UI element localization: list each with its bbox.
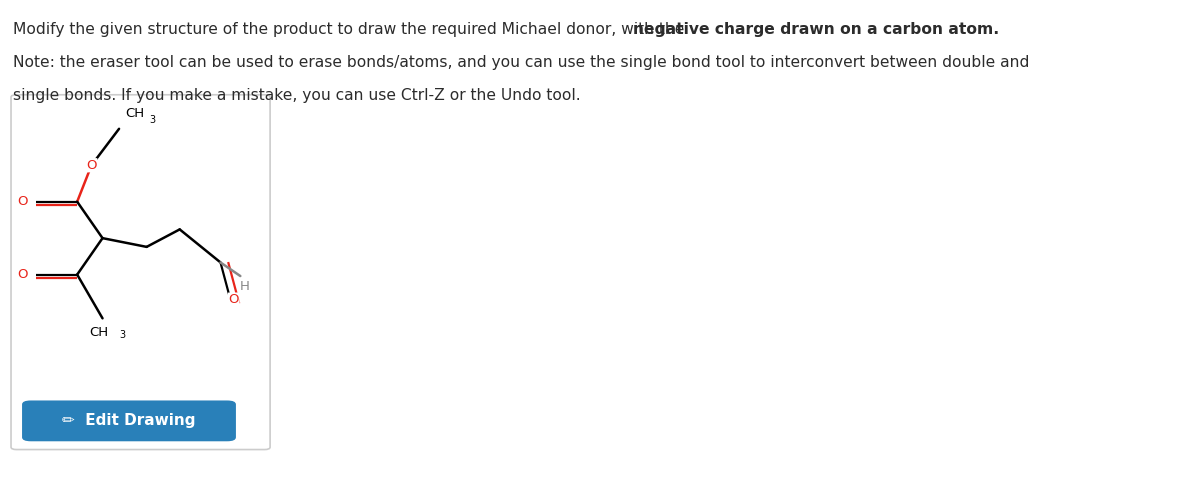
- FancyBboxPatch shape: [22, 400, 236, 441]
- Text: 3: 3: [149, 115, 155, 125]
- Text: single bonds. If you make a mistake, you can use Ctrl-Z or the Undo tool.: single bonds. If you make a mistake, you…: [13, 88, 581, 104]
- Text: 3: 3: [119, 330, 126, 341]
- Text: O: O: [17, 268, 28, 281]
- Text: O: O: [86, 159, 97, 172]
- Text: ✏  Edit Drawing: ✏ Edit Drawing: [62, 414, 196, 428]
- Text: negative charge drawn on a carbon atom.: negative charge drawn on a carbon atom.: [632, 22, 1000, 37]
- Text: H: H: [240, 280, 250, 293]
- FancyBboxPatch shape: [11, 95, 270, 450]
- Text: Modify the given structure of the product to draw the required Michael donor, wi: Modify the given structure of the produc…: [13, 22, 690, 37]
- Text: O: O: [17, 195, 28, 208]
- Text: CH: CH: [90, 326, 109, 339]
- Text: CH: CH: [126, 107, 145, 120]
- Text: O: O: [228, 293, 239, 306]
- Text: Note: the eraser tool can be used to erase bonds/atoms, and you can use the sing: Note: the eraser tool can be used to era…: [13, 55, 1030, 70]
